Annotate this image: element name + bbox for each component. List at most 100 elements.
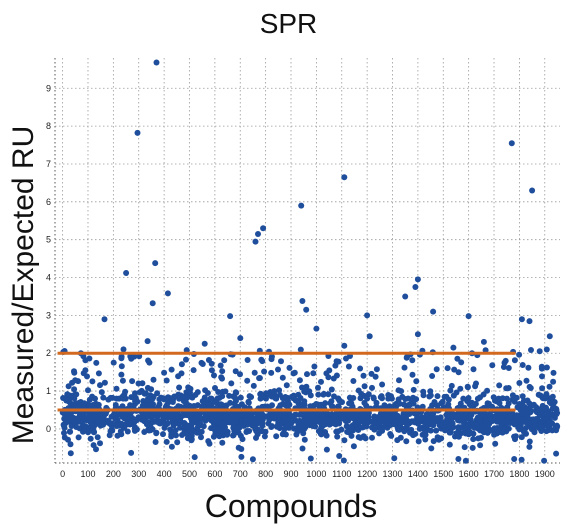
data-point xyxy=(536,348,543,355)
data-point xyxy=(465,313,472,320)
data-point xyxy=(325,391,332,398)
data-point xyxy=(81,400,88,407)
data-point xyxy=(118,355,125,362)
data-point xyxy=(357,365,364,372)
data-point xyxy=(161,420,168,427)
data-point xyxy=(409,357,416,364)
x-tick-label: 1200 xyxy=(357,469,377,479)
data-point xyxy=(86,417,93,424)
data-point xyxy=(480,338,487,345)
data-point xyxy=(286,364,293,371)
x-tick-label: 400 xyxy=(157,469,172,479)
data-point xyxy=(153,59,160,66)
data-point xyxy=(149,300,156,307)
y-tick-label: 9 xyxy=(46,83,51,93)
data-point xyxy=(110,359,117,366)
data-point xyxy=(298,202,305,209)
data-point xyxy=(343,418,349,425)
data-point xyxy=(457,400,464,407)
y-tick-label: 8 xyxy=(46,121,51,131)
data-point xyxy=(543,391,550,398)
data-point xyxy=(416,425,423,432)
data-point xyxy=(345,363,352,370)
y-axis-label: Measured/Expected RU xyxy=(7,125,40,445)
y-tick-label: 3 xyxy=(46,310,51,320)
data-point xyxy=(136,353,143,360)
data-point xyxy=(246,428,253,434)
data-point xyxy=(405,401,412,408)
data-point xyxy=(237,394,244,401)
data-point xyxy=(286,411,293,418)
x-tick-label: 900 xyxy=(283,469,298,479)
data-point xyxy=(451,366,458,373)
data-point xyxy=(106,432,113,439)
data-point xyxy=(448,382,455,389)
data-point xyxy=(484,403,491,410)
data-point xyxy=(256,375,263,381)
x-tick-label: 1300 xyxy=(382,469,402,479)
data-point xyxy=(404,354,410,360)
data-point xyxy=(422,431,429,438)
data-point xyxy=(533,408,540,415)
data-point xyxy=(89,393,96,400)
data-point xyxy=(434,415,441,422)
data-point xyxy=(232,395,239,402)
data-point xyxy=(279,374,286,381)
data-point xyxy=(261,433,268,440)
data-point xyxy=(296,377,303,384)
data-point xyxy=(543,428,550,435)
data-point xyxy=(183,347,190,354)
data-point xyxy=(295,421,302,428)
chart-title: SPR xyxy=(259,8,318,39)
y-tick-label: 0 xyxy=(46,424,51,434)
data-point xyxy=(75,378,82,385)
data-point xyxy=(152,260,159,267)
data-point xyxy=(251,369,258,376)
data-point xyxy=(454,355,461,362)
data-point xyxy=(183,356,189,363)
data-point xyxy=(361,399,368,406)
data-point xyxy=(135,380,142,387)
data-point xyxy=(249,456,256,463)
data-point xyxy=(118,363,125,370)
data-point xyxy=(275,366,281,373)
x-tick-label: 1100 xyxy=(332,469,351,479)
data-point xyxy=(175,373,182,380)
threshold-lines xyxy=(57,351,516,412)
data-point xyxy=(387,416,394,423)
data-point xyxy=(511,456,518,462)
data-point xyxy=(301,426,308,433)
data-point xyxy=(261,368,268,375)
x-tick-label: 700 xyxy=(233,469,248,479)
data-point xyxy=(528,347,534,353)
data-point xyxy=(183,430,190,436)
data-point xyxy=(181,395,188,402)
data-point xyxy=(148,386,155,393)
data-point xyxy=(153,429,160,436)
data-point xyxy=(244,377,251,384)
data-point xyxy=(82,367,89,374)
data-point xyxy=(303,306,310,313)
data-point xyxy=(516,380,523,386)
data-point xyxy=(275,417,282,424)
data-point xyxy=(433,427,440,434)
data-point xyxy=(505,365,512,371)
data-point xyxy=(350,378,357,384)
data-point xyxy=(455,417,461,424)
data-point xyxy=(422,436,429,443)
data-point xyxy=(224,431,231,438)
data-point xyxy=(208,401,215,408)
x-tick-label: 100 xyxy=(80,469,95,479)
data-point xyxy=(123,414,130,421)
data-point xyxy=(539,394,546,401)
data-point xyxy=(123,420,130,427)
data-point xyxy=(457,385,464,392)
data-point xyxy=(496,382,503,389)
data-point xyxy=(527,385,534,391)
data-point xyxy=(139,402,146,409)
data-point xyxy=(538,365,545,372)
x-tick-label: 800 xyxy=(258,469,273,479)
data-point xyxy=(478,412,485,418)
data-point xyxy=(498,426,504,433)
